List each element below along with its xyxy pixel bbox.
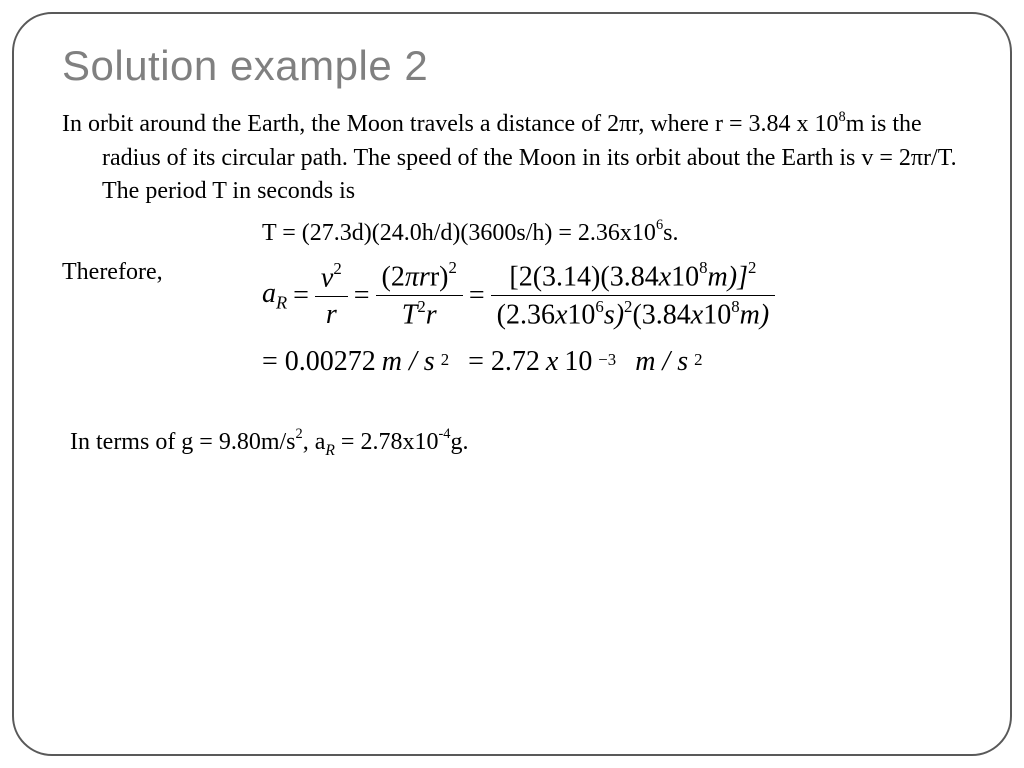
text: x — [659, 261, 671, 292]
text: , a — [303, 429, 326, 455]
text: a — [262, 278, 276, 309]
exponent: 6 — [656, 217, 663, 233]
exponent: 2 — [694, 350, 702, 370]
text: r, where r = 3.84 x 10 — [631, 111, 838, 137]
text: (3.84 — [632, 300, 690, 331]
exponent: 8 — [731, 297, 739, 316]
subscript: R — [325, 441, 335, 458]
fraction-bar — [315, 296, 348, 297]
pi-symbol: π — [619, 111, 631, 137]
pi-symbol: π — [911, 145, 923, 171]
text: = 2.72 — [468, 346, 540, 378]
exponent: 2 — [441, 350, 449, 370]
exponent: 2 — [417, 297, 425, 316]
text: m / s — [635, 346, 688, 378]
exponent: 6 — [595, 297, 603, 316]
denominator: T2r — [396, 298, 443, 331]
text: x — [546, 346, 558, 378]
text: s) — [604, 300, 624, 331]
text: r) — [430, 261, 449, 292]
pi-symbol: π — [405, 261, 419, 292]
exponent: 8 — [699, 258, 707, 277]
text: s. — [663, 220, 678, 246]
slide-title: Solution example 2 — [62, 42, 962, 90]
text: T = (27.3d)(24.0h/d)(3600s/h) = 2.36x10 — [262, 220, 656, 246]
numerator: v2 — [315, 261, 348, 294]
equation-line-1: aR = v2 r = (2πrr)2 T2r = [2(3.14)(3.84x… — [262, 260, 962, 332]
exponent: 2 — [296, 426, 303, 442]
main-equation: aR = v2 r = (2πrr)2 T2r = [2(3.14)(3.84x… — [62, 260, 962, 378]
text: 10 — [671, 261, 699, 292]
text: v — [321, 262, 333, 293]
text: x — [555, 300, 567, 331]
text: [2(3.14)(3.84 — [509, 261, 658, 292]
denominator: r — [320, 299, 343, 331]
var-a: aR — [262, 278, 287, 314]
text: r — [426, 300, 437, 331]
text: 10 — [564, 346, 592, 378]
exponent: 8 — [838, 109, 845, 125]
exponent: −3 — [598, 350, 616, 370]
subscript: R — [276, 293, 287, 313]
equation-line-2: = 0.00272m / s2 = 2.72x10−3 m / s2 — [262, 346, 962, 378]
numerator: [2(3.14)(3.84x108m)]2 — [503, 260, 762, 293]
exponent: 2 — [448, 258, 456, 277]
text: In orbit around the Earth, the Moon trav… — [62, 111, 619, 137]
text: T — [402, 300, 418, 331]
fraction-2pir-T2r: (2πrr)2 T2r — [376, 260, 463, 332]
text: m / s — [382, 346, 435, 378]
fraction-numeric: [2(3.14)(3.84x108m)]2 (2.36x106s)2(3.84x… — [491, 260, 775, 332]
text: = 2.78x10 — [335, 429, 439, 455]
conclusion-line: In terms of g = 9.80m/s2, aR = 2.78x10-4… — [62, 428, 962, 460]
text: (2 — [382, 261, 405, 292]
equals: = — [469, 280, 485, 312]
problem-paragraph: In orbit around the Earth, the Moon trav… — [62, 108, 962, 209]
text: m) — [740, 300, 770, 331]
text: g. — [450, 429, 468, 455]
text: r — [419, 261, 430, 292]
exponent: -4 — [438, 426, 450, 442]
fraction-v2-r: v2 r — [315, 261, 348, 331]
numerator: (2πrr)2 — [376, 260, 463, 293]
equals: = — [354, 280, 370, 312]
exponent: 2 — [748, 258, 756, 277]
text: 10 — [567, 300, 595, 331]
text: (2.36 — [497, 300, 555, 331]
period-equation: T = (27.3d)(24.0h/d)(3600s/h) = 2.36x106… — [62, 217, 962, 251]
text: In terms of g = 9.80m/s — [70, 429, 296, 455]
equals: = — [293, 280, 309, 312]
text: x — [691, 300, 703, 331]
text: m)] — [708, 261, 748, 292]
exponent: 2 — [333, 259, 341, 278]
denominator: (2.36x106s)2(3.84x108m) — [491, 298, 775, 331]
text: = 0.00272 — [262, 346, 376, 378]
text: 10 — [703, 300, 731, 331]
exponent: 2 — [624, 297, 632, 316]
slide-frame: Solution example 2 In orbit around the E… — [12, 12, 1012, 756]
